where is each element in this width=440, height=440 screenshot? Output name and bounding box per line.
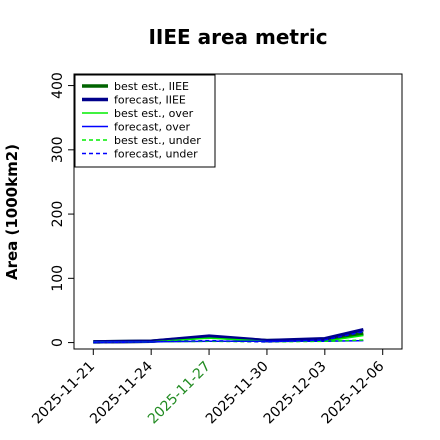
y-tick-label: 200 [50,201,66,228]
legend-label: forecast, over [114,121,190,134]
series-line [93,339,364,343]
legend-label: best est., over [114,107,194,120]
y-tick-label: 400 [50,72,66,99]
series-line [93,327,364,344]
legend-box [74,74,216,168]
y-tick-label: 100 [50,265,66,292]
y-tick-label: 300 [50,136,66,163]
legend-label: forecast, IIEE [114,94,186,107]
chart-title: IIEE area metric [148,25,327,49]
x-axis-ticks: 2025-11-212025-11-242025-11-272025-11-30… [29,349,388,427]
legend-label: best est., under [114,134,201,147]
legend-label: best est., IIEE [114,80,189,93]
x-tick-label: 2025-12-06 [319,358,388,427]
y-tick-label: 0 [50,338,66,347]
plot-frame [73,73,403,350]
series-line [93,330,364,344]
plot-lines [93,327,364,344]
y-axis-label: Area (1000km2) [3,144,21,280]
legend-label: forecast, under [114,148,198,161]
y-axis-ticks: 0 100 200 300 400 [50,72,74,347]
